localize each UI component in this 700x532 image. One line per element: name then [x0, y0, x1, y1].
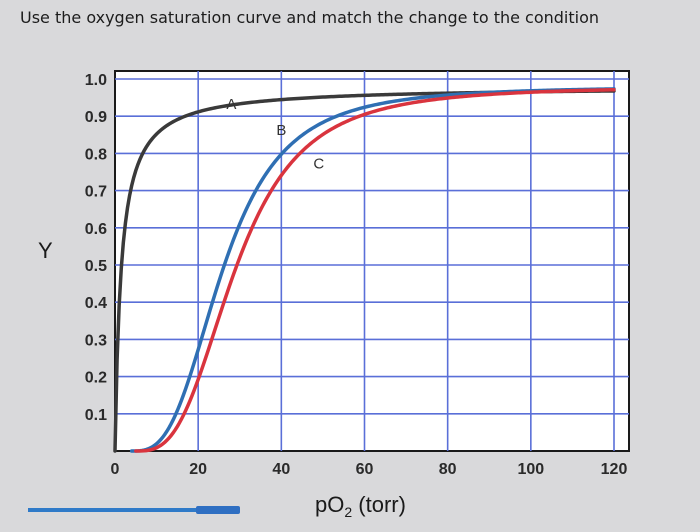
y-tick-label: 0.1 — [85, 407, 107, 424]
x-axis-label-sub: 2 — [344, 504, 352, 520]
x-axis-label-unit: (torr) — [352, 492, 406, 517]
x-tick-label: 40 — [272, 461, 290, 478]
y-axis-label: Y — [38, 238, 53, 263]
y-tick-label: 0.4 — [85, 295, 107, 312]
x-tick-label: 60 — [356, 461, 374, 478]
x-tick-label: 20 — [189, 461, 207, 478]
y-tick-label: 1.0 — [85, 72, 107, 89]
question-prompt: Use the oxygen saturation curve and matc… — [20, 8, 600, 27]
y-tick-label: 0.8 — [85, 146, 107, 163]
y-tick-label: 0.2 — [85, 370, 107, 387]
progress-bar-handle — [196, 506, 240, 514]
y-tick-label: 0.5 — [85, 258, 107, 275]
curve-label-c: C — [313, 155, 324, 172]
plot-background — [114, 70, 630, 452]
x-axis-label-main: pO — [315, 492, 344, 517]
x-tick-label: 100 — [517, 461, 544, 478]
curve-labels: A B C — [226, 96, 324, 173]
y-tick-label: 0.3 — [85, 332, 107, 349]
x-axis-label: pO2 (torr) — [315, 492, 406, 520]
progress-bar — [28, 508, 238, 512]
y-tick-label: 0.9 — [85, 109, 107, 126]
y-tick-label: 0.7 — [85, 184, 107, 201]
curves — [113, 87, 616, 453]
curve-label-a: A — [226, 96, 236, 113]
curve-label-b: B — [276, 122, 286, 139]
x-tick-label: 120 — [601, 461, 628, 478]
x-tick-label: 80 — [439, 461, 457, 478]
x-tick-labels: 0 20 40 60 80 100 120 — [111, 461, 628, 478]
y-tick-label: 0.6 — [85, 221, 107, 238]
x-tick-label: 0 — [111, 461, 120, 478]
y-tick-labels: 0.1 0.2 0.3 0.4 0.5 0.6 0.7 0.8 0.9 1.0 — [85, 72, 107, 424]
curve-c — [134, 87, 616, 453]
grid — [115, 71, 629, 451]
